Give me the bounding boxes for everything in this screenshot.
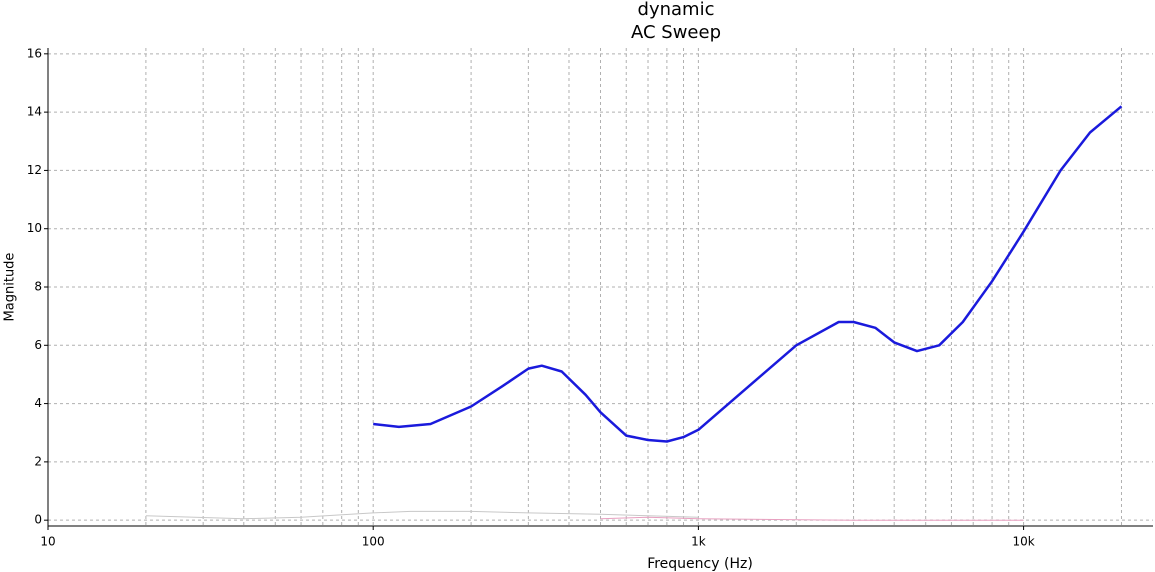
chart-subtitle: AC Sweep xyxy=(631,22,721,43)
y-tick-label: 6 xyxy=(34,338,42,352)
y-axis-label: Magnitude xyxy=(3,253,18,322)
y-tick-label: 8 xyxy=(34,280,42,294)
y-tick-label: 10 xyxy=(27,221,42,235)
y-tick-label: 14 xyxy=(27,105,42,119)
x-tick-label: 10k xyxy=(1012,535,1034,549)
y-tick-label: 16 xyxy=(27,46,42,60)
y-tick-label: 12 xyxy=(27,163,42,177)
series-line xyxy=(600,516,1024,521)
x-axis-label: Frequency (Hz) xyxy=(647,556,753,572)
y-tick-label: 4 xyxy=(34,396,42,410)
y-tick-label: 2 xyxy=(34,454,42,468)
series-line xyxy=(145,510,699,520)
chart-title: dynamic xyxy=(638,0,715,20)
y-tick-label: 0 xyxy=(34,513,42,527)
x-tick-label: 10 xyxy=(40,535,55,549)
series-line xyxy=(373,105,1123,443)
x-tick-label: 100 xyxy=(362,535,385,549)
x-tick-label: 1k xyxy=(691,535,706,549)
